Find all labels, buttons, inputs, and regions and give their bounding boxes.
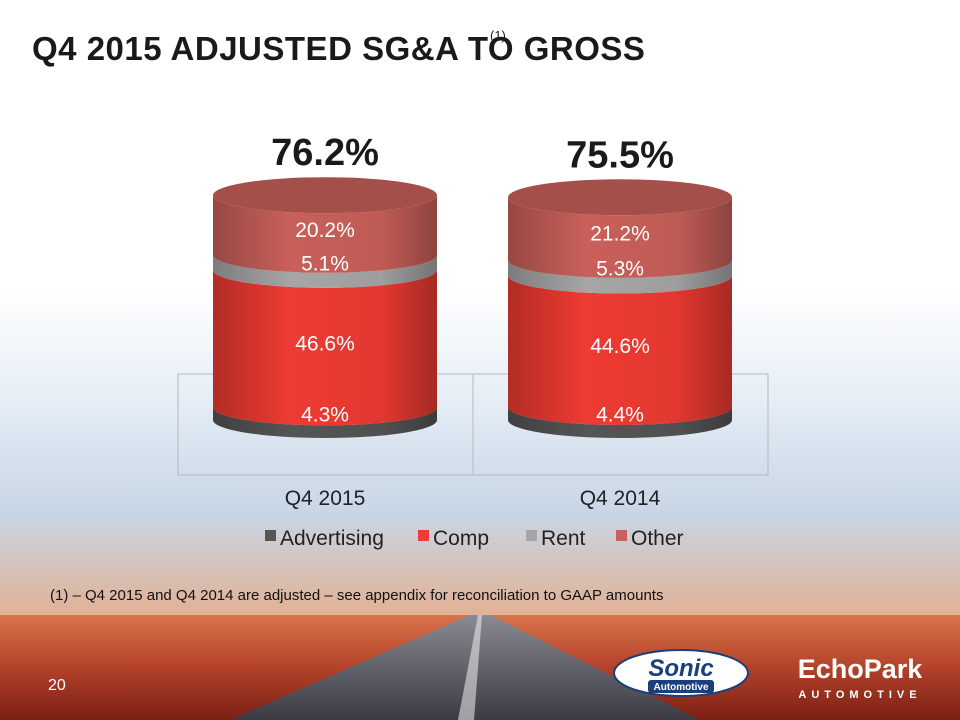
- data-label-advertising: 4.3%: [301, 404, 349, 427]
- cylinder-q4-2015: 4.3% 46.6% 5.1% 20.2% 76.2% Q4 2015: [213, 132, 437, 510]
- legend-label-comp: Comp: [433, 527, 489, 550]
- data-label-comp: 46.6%: [295, 333, 355, 356]
- echopark-automotive-logo: EchoPark AUTOMOTIVE: [798, 654, 924, 701]
- bar-segment-shading: [213, 407, 437, 438]
- category-label: Q4 2015: [285, 487, 366, 510]
- legend-swatch-other: [616, 530, 627, 541]
- svg-text:Sonic: Sonic: [648, 655, 713, 682]
- bar-segment-shading: [213, 195, 437, 273]
- cylinder-top-cap: [213, 177, 437, 214]
- legend-label-advertising: Advertising: [280, 527, 384, 550]
- data-label-other: 21.2%: [590, 223, 650, 246]
- legend-swatch-rent: [526, 530, 537, 541]
- data-label-rent: 5.3%: [596, 258, 644, 281]
- legend-label-rent: Rent: [541, 527, 586, 550]
- bar-segment-shading: [213, 269, 437, 426]
- bar-segment-shading: [508, 197, 732, 278]
- cylinder-top-cap: [508, 179, 732, 216]
- slide-title: Q4 2015 ADJUSTED SG&A TO GROSS: [32, 30, 646, 67]
- legend-swatch-advertising: [265, 530, 276, 541]
- svg-text:AUTOMOTIVE: AUTOMOTIVE: [798, 689, 921, 701]
- footnote: (1) – Q4 2015 and Q4 2014 are adjusted –…: [50, 587, 664, 604]
- data-label-other: 20.2%: [295, 219, 355, 242]
- category-label: Q4 2014: [580, 487, 661, 510]
- data-label-advertising: 4.4%: [596, 404, 644, 427]
- svg-text:EchoPark: EchoPark: [798, 654, 924, 684]
- legend-swatch-comp: [418, 530, 429, 541]
- svg-text:Automotive: Automotive: [654, 682, 709, 693]
- data-label-comp: 44.6%: [590, 335, 650, 358]
- cylinder-q4-2014: 4.4% 44.6% 5.3% 21.2% 75.5% Q4 2014: [508, 134, 732, 510]
- bar-segment-shading: [508, 259, 732, 294]
- page-number: 20: [48, 677, 66, 694]
- sonic-automotive-logo: Sonic Automotive: [613, 649, 749, 697]
- bar-segment-shading: [508, 275, 732, 426]
- legend-label-other: Other: [631, 527, 684, 550]
- bar-segment-shading: [213, 254, 437, 288]
- total-label: 75.5%: [566, 134, 674, 176]
- bar-segment-shading: [508, 407, 732, 438]
- title-footnote-marker: (1): [490, 28, 506, 43]
- total-label: 76.2%: [271, 132, 379, 174]
- data-label-rent: 5.1%: [301, 252, 349, 275]
